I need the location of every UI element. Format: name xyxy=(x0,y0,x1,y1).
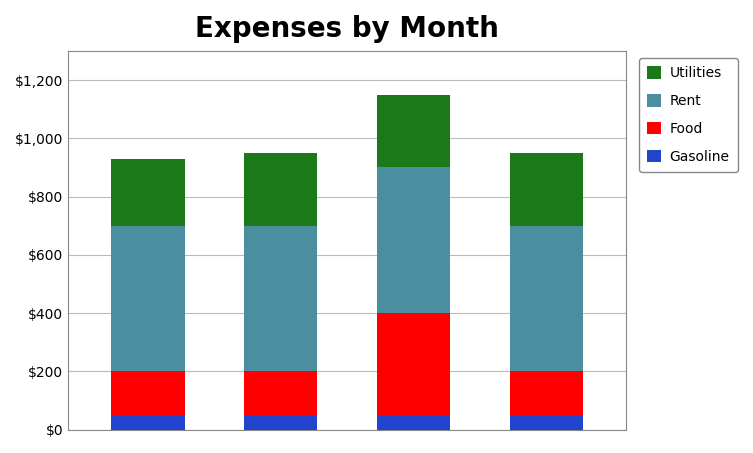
Bar xyxy=(111,371,184,415)
Bar xyxy=(510,153,583,226)
Bar xyxy=(377,168,450,313)
Bar xyxy=(377,95,450,168)
Legend: Utilities, Rent, Food, Gasoline: Utilities, Rent, Food, Gasoline xyxy=(639,58,738,172)
Bar xyxy=(244,226,317,371)
Title: Expenses by Month: Expenses by Month xyxy=(195,15,499,43)
Bar xyxy=(377,415,450,429)
Bar xyxy=(377,313,450,415)
Bar xyxy=(510,415,583,429)
Bar xyxy=(111,159,184,226)
Bar xyxy=(244,371,317,415)
Bar xyxy=(244,153,317,226)
Bar xyxy=(111,415,184,429)
Bar xyxy=(510,371,583,415)
Bar xyxy=(510,226,583,371)
Bar xyxy=(111,226,184,371)
Bar xyxy=(244,415,317,429)
